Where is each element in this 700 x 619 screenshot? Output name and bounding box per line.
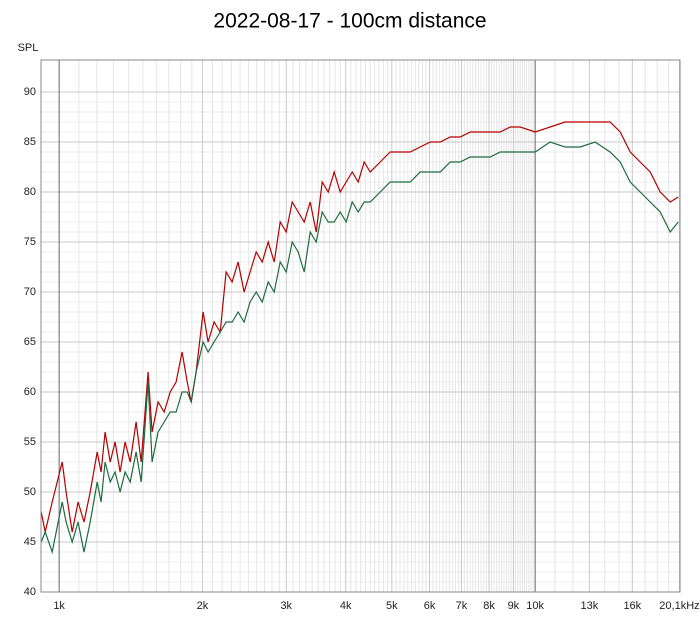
- plot-border: [40, 59, 681, 593]
- y-tick-label: 90: [24, 86, 36, 98]
- x-tick-label: 13k: [581, 600, 599, 612]
- x-tick-label: 3k: [280, 600, 292, 612]
- y-tick-label: 40: [24, 586, 36, 598]
- x-tick-label: 16k: [623, 600, 641, 612]
- x-tick-label: 1k: [53, 600, 65, 612]
- x-tick-label: 8k: [483, 600, 495, 612]
- y-tick-label: 65: [24, 336, 36, 348]
- series-line: [40, 141, 679, 555]
- y-tick-label: 70: [24, 286, 36, 298]
- x-tick-label: 4k: [340, 600, 352, 612]
- y-tick-label: 80: [24, 186, 36, 198]
- x-tick-label: 2k: [197, 600, 209, 612]
- y-tick-label: 45: [24, 536, 36, 548]
- y-axis-label: SPL: [18, 42, 39, 54]
- y-tick-label: 75: [24, 236, 36, 248]
- series-line: [40, 121, 679, 533]
- x-tick-label: 10k: [526, 600, 544, 612]
- y-tick-label: 85: [24, 136, 36, 148]
- x-tick-label: 7k: [456, 600, 468, 612]
- y-tick-label: 55: [24, 436, 36, 448]
- x-tick-label: 5k: [386, 600, 398, 612]
- x-tick-label: 9k: [508, 600, 520, 612]
- x-tick-label: 6k: [424, 600, 436, 612]
- y-tick-label: 50: [24, 486, 36, 498]
- chart-title: 2022-08-17 - 100cm distance: [213, 10, 486, 33]
- y-tick-label: 60: [24, 386, 36, 398]
- x-tick-label: 20,1kHz: [659, 600, 699, 612]
